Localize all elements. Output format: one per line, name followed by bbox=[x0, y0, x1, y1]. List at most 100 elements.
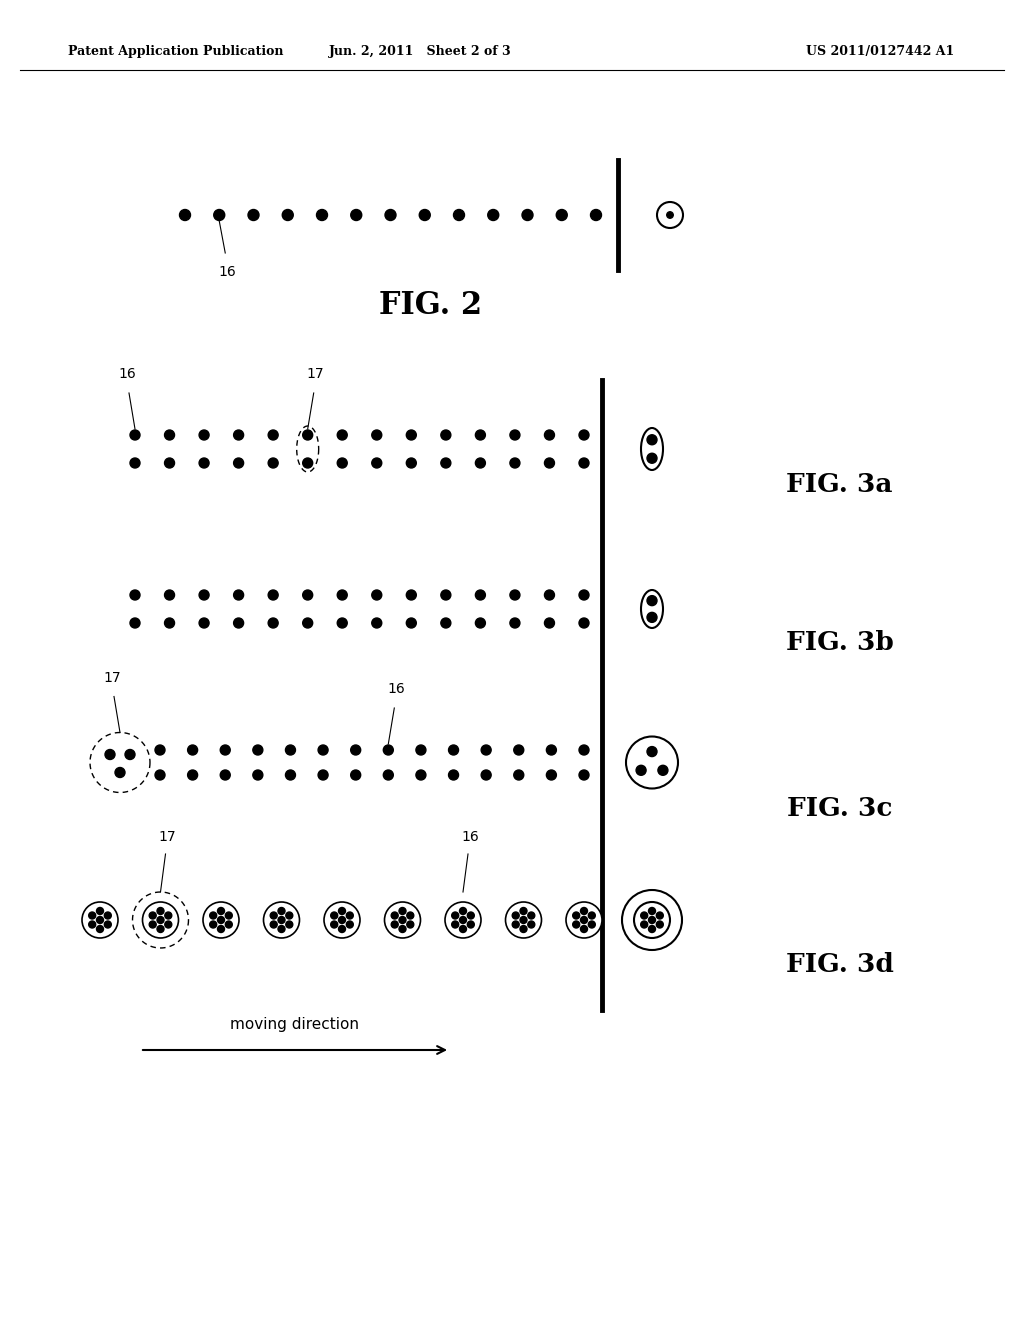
Circle shape bbox=[225, 921, 232, 928]
Circle shape bbox=[510, 458, 520, 469]
Circle shape bbox=[220, 770, 230, 780]
Circle shape bbox=[441, 618, 451, 628]
Circle shape bbox=[527, 912, 535, 919]
Circle shape bbox=[383, 770, 393, 780]
Circle shape bbox=[572, 912, 580, 919]
Circle shape bbox=[303, 430, 312, 440]
Circle shape bbox=[165, 912, 172, 919]
Circle shape bbox=[157, 925, 164, 932]
Circle shape bbox=[657, 766, 668, 775]
Circle shape bbox=[303, 590, 312, 601]
Circle shape bbox=[452, 912, 459, 919]
Text: 16: 16 bbox=[118, 367, 136, 381]
Circle shape bbox=[199, 430, 209, 440]
Circle shape bbox=[419, 210, 430, 220]
Circle shape bbox=[351, 210, 361, 220]
Circle shape bbox=[150, 921, 157, 928]
Circle shape bbox=[591, 210, 601, 220]
Circle shape bbox=[157, 916, 164, 924]
Circle shape bbox=[383, 744, 393, 755]
Circle shape bbox=[399, 908, 406, 915]
Circle shape bbox=[82, 902, 118, 939]
Circle shape bbox=[667, 211, 673, 218]
Circle shape bbox=[96, 916, 103, 924]
Text: 16: 16 bbox=[218, 265, 237, 279]
Circle shape bbox=[581, 925, 588, 932]
Text: 17: 17 bbox=[307, 367, 325, 381]
Circle shape bbox=[350, 744, 360, 755]
Text: FIG. 2: FIG. 2 bbox=[379, 289, 481, 321]
Circle shape bbox=[220, 744, 230, 755]
Circle shape bbox=[520, 908, 527, 915]
Circle shape bbox=[581, 916, 588, 924]
Circle shape bbox=[165, 430, 174, 440]
Circle shape bbox=[520, 925, 527, 932]
Circle shape bbox=[481, 744, 492, 755]
Circle shape bbox=[165, 618, 174, 628]
Circle shape bbox=[214, 210, 224, 220]
Circle shape bbox=[165, 921, 172, 928]
Circle shape bbox=[636, 766, 646, 775]
Circle shape bbox=[263, 902, 299, 939]
Circle shape bbox=[467, 921, 474, 928]
Circle shape bbox=[648, 916, 655, 924]
Text: 17: 17 bbox=[103, 671, 121, 685]
Circle shape bbox=[399, 925, 406, 932]
Circle shape bbox=[217, 925, 224, 932]
Circle shape bbox=[475, 618, 485, 628]
Circle shape bbox=[641, 921, 648, 928]
Circle shape bbox=[268, 618, 279, 628]
Circle shape bbox=[155, 744, 165, 755]
Circle shape bbox=[303, 618, 312, 628]
Circle shape bbox=[399, 916, 406, 924]
Circle shape bbox=[452, 921, 459, 928]
Circle shape bbox=[217, 916, 224, 924]
Circle shape bbox=[233, 430, 244, 440]
Circle shape bbox=[407, 912, 414, 919]
Circle shape bbox=[372, 590, 382, 601]
Circle shape bbox=[512, 912, 519, 919]
Circle shape bbox=[104, 912, 112, 919]
Text: FIG. 3b: FIG. 3b bbox=[785, 631, 894, 656]
Circle shape bbox=[475, 430, 485, 440]
Text: US 2011/0127442 A1: US 2011/0127442 A1 bbox=[806, 45, 954, 58]
Circle shape bbox=[210, 921, 217, 928]
Circle shape bbox=[647, 612, 657, 622]
Circle shape bbox=[217, 908, 224, 915]
Circle shape bbox=[339, 908, 345, 915]
Circle shape bbox=[510, 430, 520, 440]
Circle shape bbox=[150, 912, 157, 919]
Circle shape bbox=[339, 925, 345, 932]
Circle shape bbox=[475, 458, 485, 469]
Circle shape bbox=[407, 590, 417, 601]
Circle shape bbox=[337, 618, 347, 628]
Circle shape bbox=[268, 590, 279, 601]
Circle shape bbox=[589, 921, 595, 928]
Circle shape bbox=[566, 902, 602, 939]
Circle shape bbox=[416, 770, 426, 780]
Circle shape bbox=[286, 921, 293, 928]
Circle shape bbox=[407, 618, 417, 628]
Circle shape bbox=[96, 925, 103, 932]
Circle shape bbox=[647, 453, 657, 463]
Circle shape bbox=[318, 744, 328, 755]
Circle shape bbox=[449, 770, 459, 780]
Circle shape bbox=[165, 458, 174, 469]
Circle shape bbox=[270, 921, 278, 928]
Circle shape bbox=[547, 744, 556, 755]
Circle shape bbox=[641, 912, 648, 919]
Text: Patent Application Publication: Patent Application Publication bbox=[68, 45, 284, 58]
Circle shape bbox=[626, 737, 678, 788]
Circle shape bbox=[579, 590, 589, 601]
Circle shape bbox=[441, 430, 451, 440]
Circle shape bbox=[130, 590, 140, 601]
Circle shape bbox=[467, 912, 474, 919]
Circle shape bbox=[514, 744, 523, 755]
Circle shape bbox=[475, 590, 485, 601]
Circle shape bbox=[487, 210, 499, 220]
Text: 16: 16 bbox=[387, 682, 406, 696]
Circle shape bbox=[407, 458, 417, 469]
Circle shape bbox=[481, 770, 492, 780]
Circle shape bbox=[579, 430, 589, 440]
Circle shape bbox=[96, 908, 103, 915]
